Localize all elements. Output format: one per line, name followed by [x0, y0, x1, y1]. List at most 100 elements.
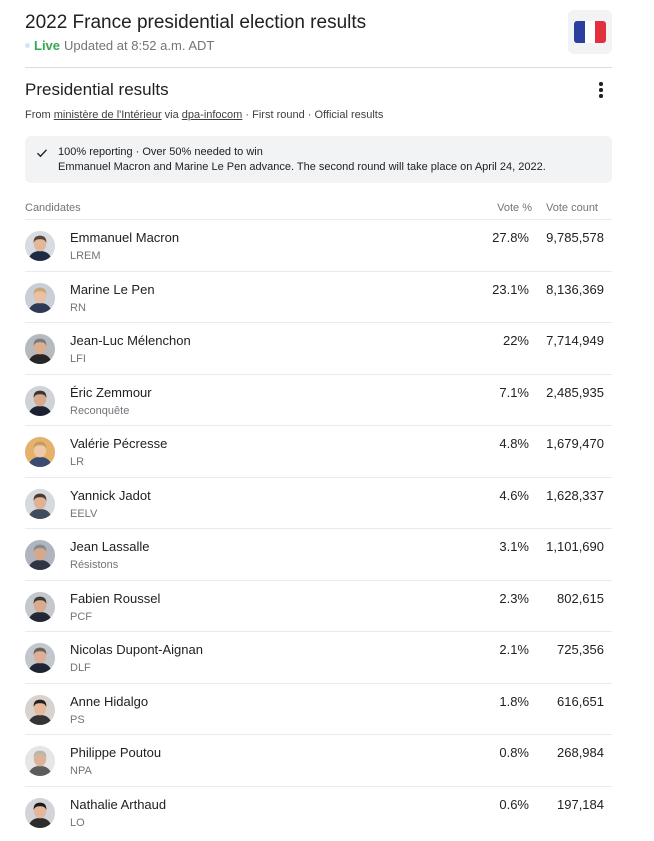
candidate-avatar — [25, 231, 55, 261]
candidate-party: LR — [70, 456, 85, 468]
table-row[interactable]: Nicolas Dupont-Aignan DLF 2.1% 725,356 — [25, 632, 612, 684]
header-vote-count: Vote count — [546, 202, 598, 214]
vote-count: 802,615 — [557, 590, 604, 606]
candidate-list: Emmanuel Macron LREM 27.8% 9,785,578 Marine … — [25, 220, 612, 838]
updated-time: Updated at 8:52 a.m. ADT — [64, 38, 215, 53]
table-row[interactable]: Yannick Jadot EELV 4.6% 1,628,337 — [25, 478, 612, 529]
vote-count: 1,679,470 — [546, 436, 604, 451]
vote-percent: 0.8% — [499, 745, 529, 760]
vote-percent: 4.8% — [499, 436, 529, 451]
vote-count: 8,136,369 — [546, 281, 604, 297]
candidate-avatar — [25, 488, 55, 519]
candidate-party: DLF — [70, 662, 91, 674]
notice-line-1: 100% reporting · Over 50% needed to win — [58, 146, 263, 158]
candidate-avatar — [25, 746, 55, 776]
candidate-name: Philippe Poutou — [70, 745, 162, 760]
vote-count: 616,651 — [557, 693, 604, 709]
source-line: From ministère de l'Intérieur via dpa-in… — [25, 109, 383, 121]
page-title: 2022 France presidential election result… — [25, 12, 367, 33]
candidate-party: Reconquête — [70, 404, 130, 417]
candidate-party: EELV — [70, 507, 98, 520]
vote-count: 268,984 — [557, 745, 604, 760]
live-label: Live — [34, 38, 61, 53]
candidate-party: LFI — [70, 353, 86, 365]
candidate-name: Valérie Pécresse — [70, 436, 168, 451]
candidate-avatar — [25, 694, 55, 725]
results-header: 2022 France presidential election result… — [25, 10, 612, 68]
table-row[interactable]: Marine Le Pen RN 23.1% 8,136,369 — [25, 272, 612, 323]
via-link[interactable]: dpa-infocom — [181, 109, 243, 121]
source-prefix: From — [25, 109, 51, 121]
vote-count: 2,485,935 — [546, 384, 604, 400]
france-flag-icon — [568, 10, 612, 54]
vote-count: 9,785,578 — [546, 230, 604, 245]
candidate-name: Éric Zemmour — [70, 384, 152, 400]
table-row[interactable]: Fabien Roussel PCF 2.3% 802,615 — [25, 581, 612, 632]
vote-percent: 2.3% — [499, 590, 529, 606]
candidate-avatar — [25, 540, 55, 570]
candidate-name: Nicolas Dupont-Aignan — [70, 642, 203, 657]
candidate-party: Résistons — [70, 559, 119, 571]
table-row[interactable]: Emmanuel Macron LREM 27.8% 9,785,578 — [25, 220, 612, 272]
vote-count: 725,356 — [557, 642, 604, 657]
candidate-name: Anne Hidalgo — [70, 693, 149, 709]
candidate-party: LREM — [70, 250, 101, 262]
candidate-name: Jean-Luc Mélenchon — [70, 333, 191, 348]
header-divider — [25, 219, 612, 220]
notice-line-2: Emmanuel Macron and Marine Le Pen advanc… — [58, 161, 546, 173]
reporting-notice: 100% reporting · Over 50% needed to win … — [25, 136, 612, 183]
flag-stripe-red — [595, 21, 606, 43]
candidate-name: Nathalie Arthaud — [70, 796, 167, 812]
table-row[interactable]: Jean Lassalle Résistons 3.1% 1,101,690 — [25, 529, 612, 581]
table-row[interactable]: Éric Zemmour Reconquête 7.1% 2,485,935 — [25, 375, 612, 426]
candidate-avatar — [25, 643, 55, 673]
vote-percent: 22% — [502, 333, 529, 348]
candidate-party: PCF — [70, 610, 92, 623]
vote-count: 1,101,690 — [546, 539, 604, 554]
candidate-avatar — [25, 591, 55, 622]
vote-percent: 3.1% — [499, 539, 529, 554]
header-candidates: Candidates — [25, 202, 81, 214]
section-title: Presidential results — [25, 80, 169, 99]
candidate-avatar — [25, 797, 55, 828]
header-vote-pct: Vote % — [497, 202, 532, 214]
vote-percent: 4.6% — [499, 487, 529, 503]
live-dot-icon — [25, 43, 30, 49]
source-link[interactable]: ministère de l'Intérieur — [53, 109, 162, 121]
table-row[interactable]: Valérie Pécresse LR 4.8% 1,679,470 — [25, 426, 612, 478]
candidate-party: RN — [70, 301, 86, 314]
flag-stripe-blue — [574, 21, 585, 43]
candidate-party: NPA — [70, 765, 92, 777]
table-row[interactable]: Anne Hidalgo PS 1.8% 616,651 — [25, 684, 612, 735]
vote-percent: 27.8% — [492, 230, 529, 245]
table-row[interactable]: Jean-Luc Mélenchon LFI 22% 7,714,949 — [25, 323, 612, 375]
more-vert-icon[interactable] — [592, 80, 610, 100]
candidate-avatar — [25, 437, 55, 467]
vote-percent: 2.1% — [499, 642, 529, 657]
vote-count: 7,714,949 — [546, 333, 604, 348]
vote-percent: 1.8% — [499, 693, 529, 709]
candidate-name: Jean Lassalle — [70, 539, 150, 554]
candidate-party: PS — [70, 713, 85, 726]
source-via: via — [164, 109, 179, 121]
table-row[interactable]: Nathalie Arthaud LO 0.6% 197,184 — [25, 787, 612, 839]
vote-percent: 23.1% — [492, 281, 529, 297]
vote-percent: 7.1% — [499, 384, 529, 400]
vote-count: 197,184 — [557, 796, 604, 812]
vote-percent: 0.6% — [499, 796, 529, 812]
candidate-avatar — [25, 334, 55, 364]
candidate-name: Emmanuel Macron — [70, 230, 180, 245]
table-row[interactable]: Philippe Poutou NPA 0.8% 268,984 — [25, 735, 612, 787]
vote-count: 1,628,337 — [546, 487, 604, 503]
live-status: Live Updated at 8:52 a.m. ADT — [25, 38, 214, 53]
candidate-name: Marine Le Pen — [70, 281, 155, 297]
candidate-name: Fabien Roussel — [70, 590, 161, 606]
candidate-name: Yannick Jadot — [70, 487, 151, 503]
flag-stripe-white — [584, 21, 596, 43]
candidate-party: LO — [70, 816, 85, 829]
check-icon — [37, 149, 48, 158]
flag-stripes — [574, 21, 606, 43]
candidate-avatar — [25, 282, 55, 313]
source-suffix: · First round · Official results — [245, 109, 384, 121]
